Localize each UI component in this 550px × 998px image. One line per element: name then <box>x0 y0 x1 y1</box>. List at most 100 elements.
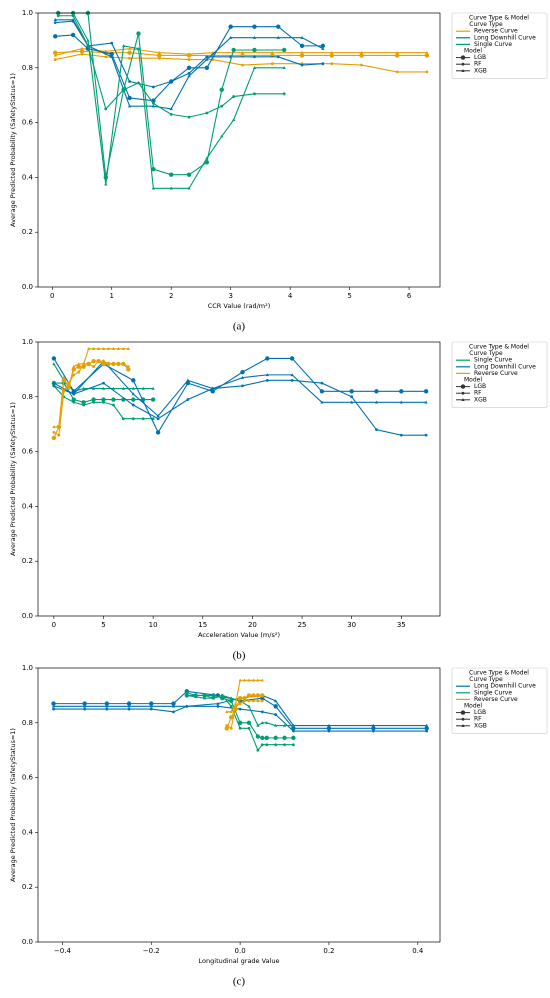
x-tick-label: −0.4 <box>54 947 72 955</box>
marker <box>186 378 190 382</box>
marker <box>127 707 131 711</box>
marker <box>231 47 236 53</box>
marker <box>186 65 192 71</box>
marker <box>238 678 242 682</box>
y-tick-label: 1.0 <box>22 9 33 17</box>
marker <box>359 53 364 58</box>
marker <box>127 46 132 50</box>
legend-subtitle: Curve Type <box>469 21 503 28</box>
marker <box>105 707 109 711</box>
marker <box>53 50 58 55</box>
marker <box>127 704 131 708</box>
marker <box>81 400 86 405</box>
legend-subtitle: Curve Type <box>469 676 503 683</box>
marker <box>290 378 294 382</box>
marker <box>246 720 252 725</box>
marker <box>204 160 210 165</box>
marker <box>292 729 295 733</box>
marker <box>265 373 269 377</box>
marker <box>203 694 206 697</box>
marker <box>211 696 216 700</box>
marker <box>149 704 153 708</box>
marker <box>395 50 399 54</box>
marker <box>186 398 190 401</box>
series-line <box>53 348 129 428</box>
marker <box>252 47 257 53</box>
marker <box>185 693 189 697</box>
legend-marker <box>460 710 466 715</box>
marker <box>87 347 91 351</box>
x-tick-label: 30 <box>347 621 356 629</box>
legend-marker <box>460 55 466 60</box>
marker <box>137 81 140 85</box>
marker <box>299 53 305 58</box>
marker <box>425 50 429 54</box>
y-axis-label: Average Predicted Probability (SafetySta… <box>9 73 17 227</box>
legend-entry: Long Downhill Curve <box>474 34 536 41</box>
legend-subtitle: Model <box>464 377 482 384</box>
marker <box>101 386 106 390</box>
marker <box>111 397 116 402</box>
legend-entry: LGB <box>474 709 486 716</box>
marker <box>229 696 233 700</box>
marker <box>149 707 153 711</box>
marker <box>126 365 130 369</box>
marker <box>276 24 281 29</box>
marker <box>82 403 86 407</box>
legend-entry: XGB <box>474 722 487 729</box>
marker <box>374 400 379 404</box>
y-axis-label: Average Predicted Probability (SafetySta… <box>9 402 17 556</box>
legend-entry: Single Curve <box>474 689 512 696</box>
marker <box>205 55 209 59</box>
marker <box>187 71 191 75</box>
marker <box>136 31 141 36</box>
marker <box>105 704 109 708</box>
marker <box>220 134 224 138</box>
marker <box>128 56 131 60</box>
x-tick-label: 5 <box>101 621 105 629</box>
marker <box>276 55 280 59</box>
marker <box>424 726 429 731</box>
marker <box>104 49 108 53</box>
marker <box>77 370 81 374</box>
marker <box>320 381 324 385</box>
series-line <box>186 694 294 727</box>
marker <box>424 53 430 58</box>
marker <box>101 361 106 367</box>
marker <box>151 104 155 108</box>
legend-entry: XGB <box>474 67 487 74</box>
marker <box>169 80 173 83</box>
marker <box>92 365 95 369</box>
x-tick-label: 0 <box>52 621 56 629</box>
marker <box>241 63 244 67</box>
marker <box>291 735 296 741</box>
marker <box>260 693 265 698</box>
marker <box>91 347 96 351</box>
marker <box>86 38 90 42</box>
marker <box>399 433 403 437</box>
marker <box>252 35 257 39</box>
marker <box>117 362 120 366</box>
marker <box>205 57 209 61</box>
marker <box>229 726 233 730</box>
marker <box>327 723 331 727</box>
marker <box>350 400 354 404</box>
marker <box>237 695 243 701</box>
marker <box>112 362 115 366</box>
marker <box>121 347 125 351</box>
y-tick-label: 1.0 <box>22 664 33 672</box>
marker <box>299 43 305 49</box>
marker <box>106 347 111 351</box>
marker <box>260 678 264 682</box>
marker <box>187 74 191 78</box>
marker <box>53 18 57 22</box>
marker <box>53 58 57 61</box>
marker <box>289 356 295 361</box>
marker <box>91 386 96 390</box>
marker <box>91 358 96 364</box>
marker <box>265 721 269 724</box>
marker <box>82 701 87 706</box>
marker <box>53 34 58 39</box>
marker <box>270 62 274 66</box>
marker <box>371 723 375 727</box>
